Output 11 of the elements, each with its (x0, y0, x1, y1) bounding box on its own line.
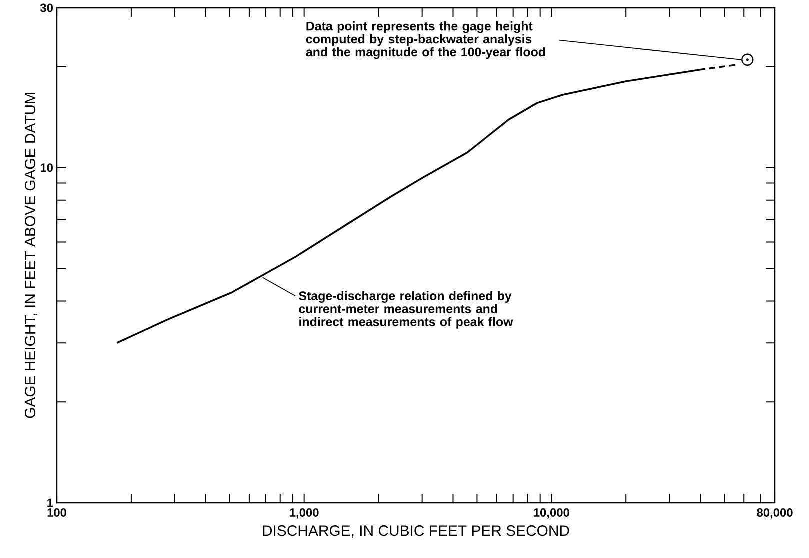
x-tick-label: 10,000 (534, 508, 570, 519)
y-axis-title: GAGE HEIGHT, IN FEET ABOVE GAGE DATUM (25, 93, 38, 418)
x-tick-label: 80,000 (757, 508, 793, 519)
x-tick-label: 1,000 (290, 508, 319, 519)
x-axis-title: DISCHARGE, IN CUBIC FEET PER SECOND (263, 526, 570, 538)
y-tick-label: 10 (40, 164, 53, 172)
y-tick-label: 1 (48, 498, 54, 508)
annotation: Data point represents the gage height computed by step-backwater analysis and the magnitude of the 100-year flood (306, 22, 546, 60)
x-tick-label: 100 (48, 508, 66, 517)
annotation: Stage-discharge relation defined by current-meter measurements and indirect measurements of peak flow (299, 291, 514, 329)
y-tick-label: 30 (40, 4, 53, 12)
